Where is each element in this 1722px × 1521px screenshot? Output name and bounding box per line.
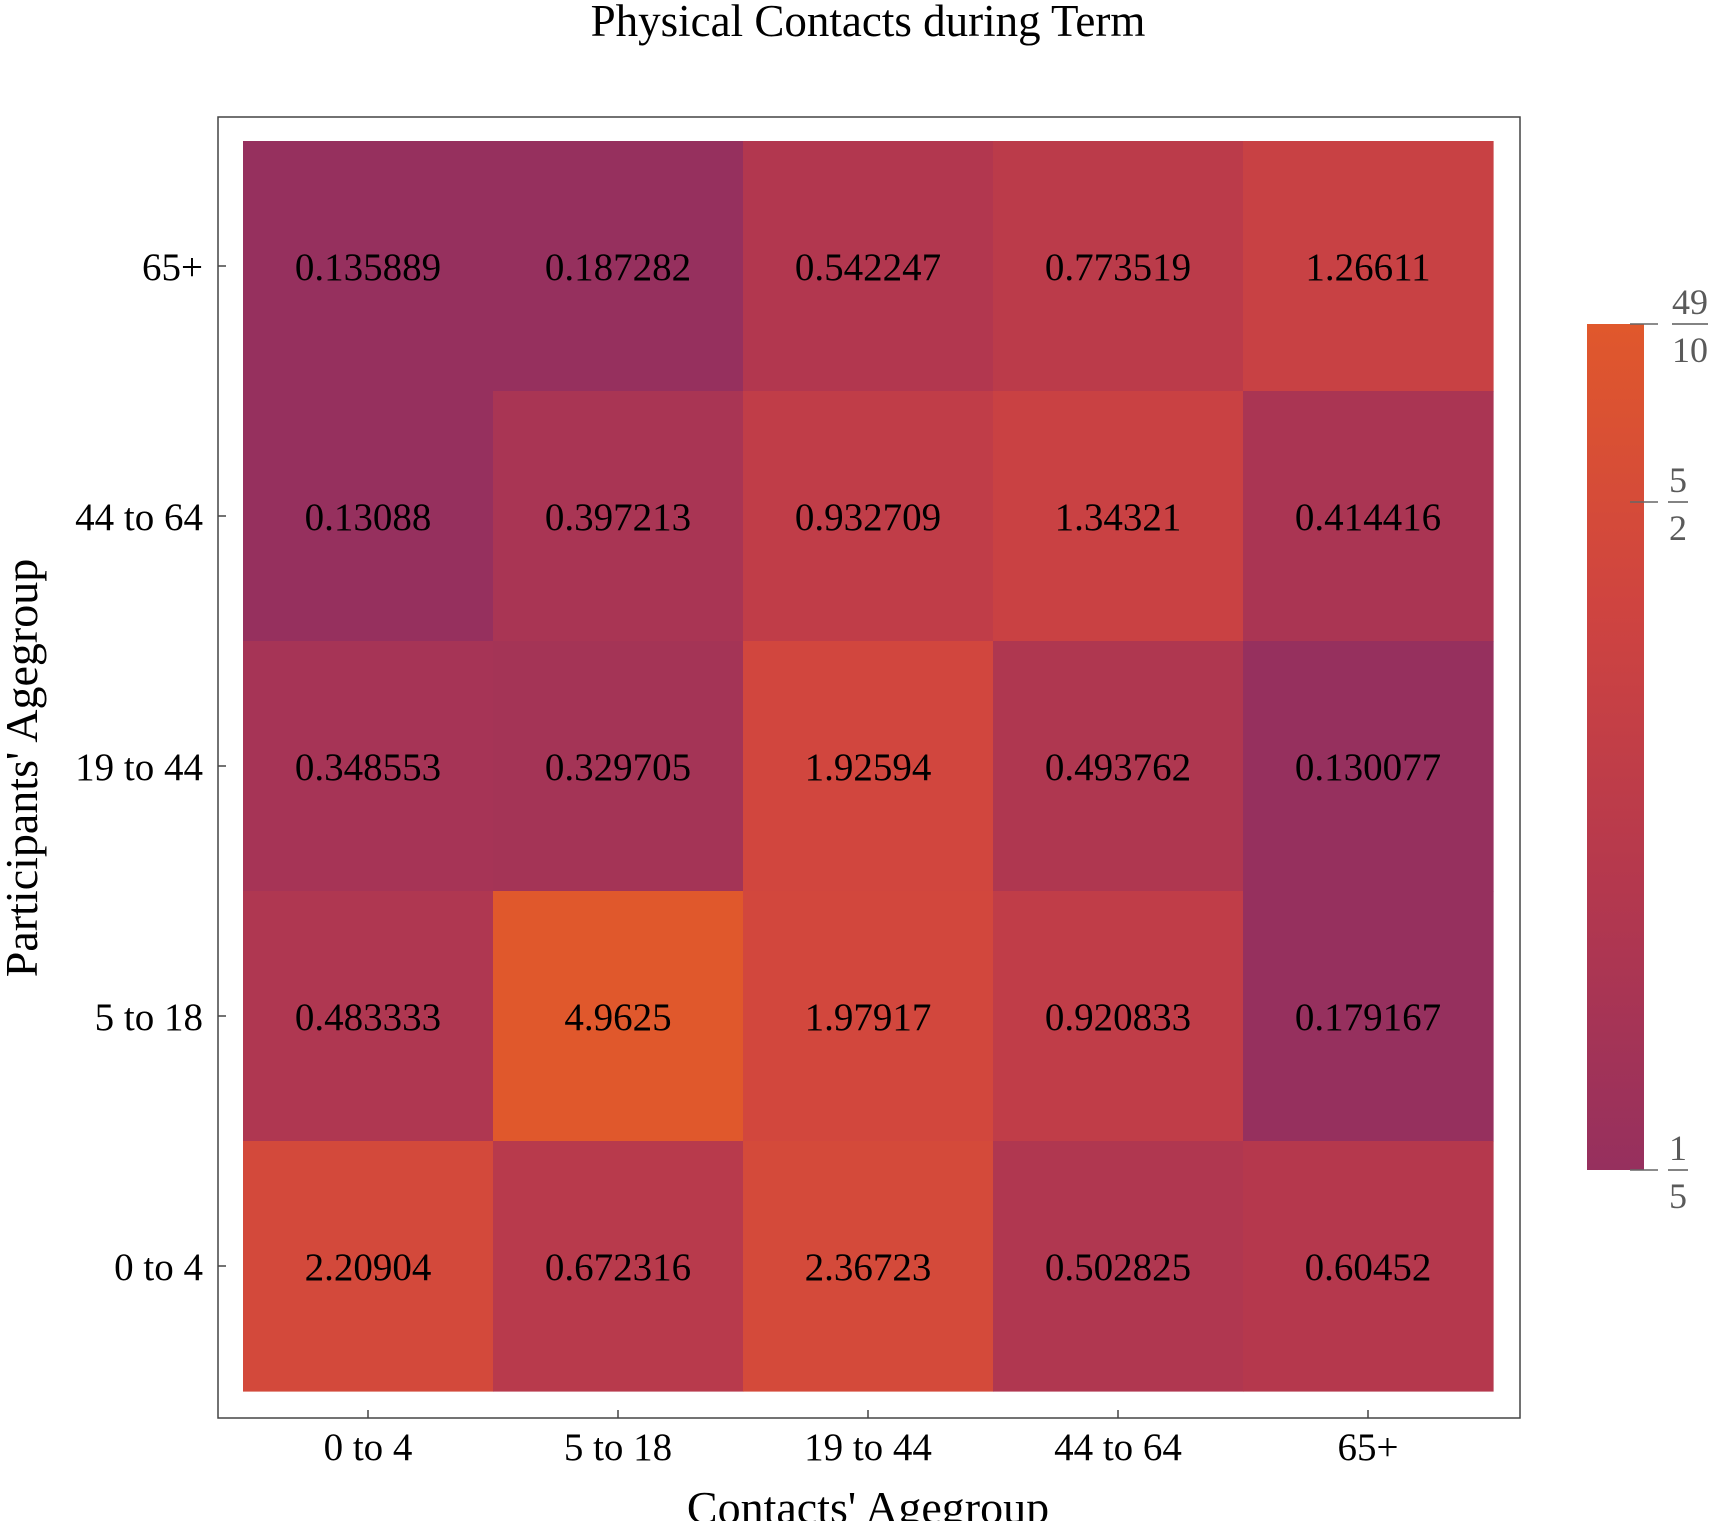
y-tick-label: 65+ (142, 246, 203, 289)
cell-value-label: 0.60452 (1305, 1246, 1432, 1289)
colorbar-tick-numerator: 5 (1669, 460, 1687, 500)
cell-value-label: 0.920833 (1045, 996, 1191, 1039)
cell-value-label: 0.414416 (1295, 496, 1441, 539)
heatmap-cell (243, 391, 494, 642)
x-tick-label: 0 to 4 (324, 1426, 413, 1469)
cell-value-label: 0.397213 (545, 496, 691, 539)
colorbar-tick-denominator: 2 (1669, 508, 1687, 548)
heatmap-cell (743, 891, 994, 1142)
heatmap-cell (993, 391, 1244, 642)
heatmap-cell (743, 141, 994, 392)
cell-value-label: 2.20904 (305, 1246, 432, 1289)
cell-value-label: 0.502825 (1045, 1246, 1191, 1289)
cell-value-label: 0.932709 (795, 496, 941, 539)
colorbar-tick-numerator: 1 (1669, 1128, 1687, 1168)
x-tick-label: 19 to 44 (804, 1426, 932, 1469)
x-axis-ticks: 0 to 4 5 to 18 19 to 44 44 to 64 65+ (324, 1410, 1399, 1469)
y-tick-label: 0 to 4 (114, 1246, 203, 1289)
cell-value-label: 0.348553 (295, 746, 441, 789)
colorbar-tick: 52 (1630, 460, 1688, 548)
heatmap-cell (1243, 641, 1494, 892)
cell-value-label: 0.672316 (545, 1246, 691, 1289)
cell-value-labels: 0.135889 0.187282 0.542247 0.773519 1.26611 0… (295, 246, 1441, 1289)
cell-value-label: 0.179167 (1295, 996, 1441, 1039)
x-tick-label: 65+ (1338, 1426, 1399, 1469)
cell-value-label: 0.187282 (545, 246, 691, 289)
y-tick-label: 19 to 44 (75, 746, 203, 789)
cell-value-label: 0.773519 (1045, 246, 1191, 289)
heatmap-cell (1243, 1141, 1494, 1392)
heatmap-cell (243, 641, 494, 892)
cell-value-label: 2.36723 (805, 1246, 932, 1289)
heatmap-cell (1243, 891, 1494, 1142)
chart-title: Physical Contacts during Term (591, 0, 1146, 46)
heatmap-cell (493, 891, 744, 1142)
heatmap-cell (1243, 391, 1494, 642)
cell-value-label: 4.9625 (564, 996, 671, 1039)
y-tick-label: 44 to 64 (75, 496, 203, 539)
cell-value-label: 0.493762 (1045, 746, 1191, 789)
heatmap-cell (493, 1141, 744, 1392)
y-axis-ticks: 65+ 44 to 64 19 to 44 5 to 18 0 to 4 (75, 246, 226, 1289)
heatmap-cell (993, 1141, 1244, 1392)
cell-value-label: 0.13088 (305, 496, 432, 539)
heatmap-cell (743, 641, 994, 892)
colorbar-tick-denominator: 10 (1672, 330, 1708, 370)
heatmap-cell (243, 1141, 494, 1392)
cell-value-label: 0.329705 (545, 746, 691, 789)
heatmap-cell (993, 141, 1244, 392)
heatmap-cell (243, 891, 494, 1142)
heatmap-cell (743, 1141, 994, 1392)
heatmap-cell (993, 891, 1244, 1142)
y-tick-label: 5 to 18 (95, 996, 203, 1039)
heatmap-cells (243, 141, 1494, 1392)
heatmap-cell (493, 391, 744, 642)
cell-value-label: 0.130077 (1295, 746, 1441, 789)
colorbar-tick-numerator: 49 (1672, 282, 1708, 322)
y-axis-label: Participants' Agegroup (0, 559, 47, 977)
heatmap-cell (743, 391, 994, 642)
colorbar (1587, 324, 1644, 1170)
colorbar-tick: 15 (1630, 1128, 1688, 1216)
x-tick-label: 44 to 64 (1054, 1426, 1182, 1469)
heatmap-cell (1243, 141, 1494, 392)
heatmap-cell (993, 641, 1244, 892)
heatmap-cell (493, 141, 744, 392)
cell-value-label: 1.92594 (805, 746, 932, 789)
x-axis-label: Contacts' Agegroup (687, 1482, 1049, 1521)
cell-value-label: 0.135889 (295, 246, 441, 289)
heatmap-cell (493, 641, 744, 892)
x-tick-label: 5 to 18 (564, 1426, 672, 1469)
cell-value-label: 1.34321 (1055, 496, 1182, 539)
cell-value-label: 0.483333 (295, 996, 441, 1039)
cell-value-label: 1.26611 (1305, 246, 1430, 289)
colorbar-tick-denominator: 5 (1669, 1176, 1687, 1216)
heatmap-cell (243, 141, 494, 392)
cell-value-label: 0.542247 (795, 246, 941, 289)
cell-value-label: 1.97917 (805, 996, 932, 1039)
